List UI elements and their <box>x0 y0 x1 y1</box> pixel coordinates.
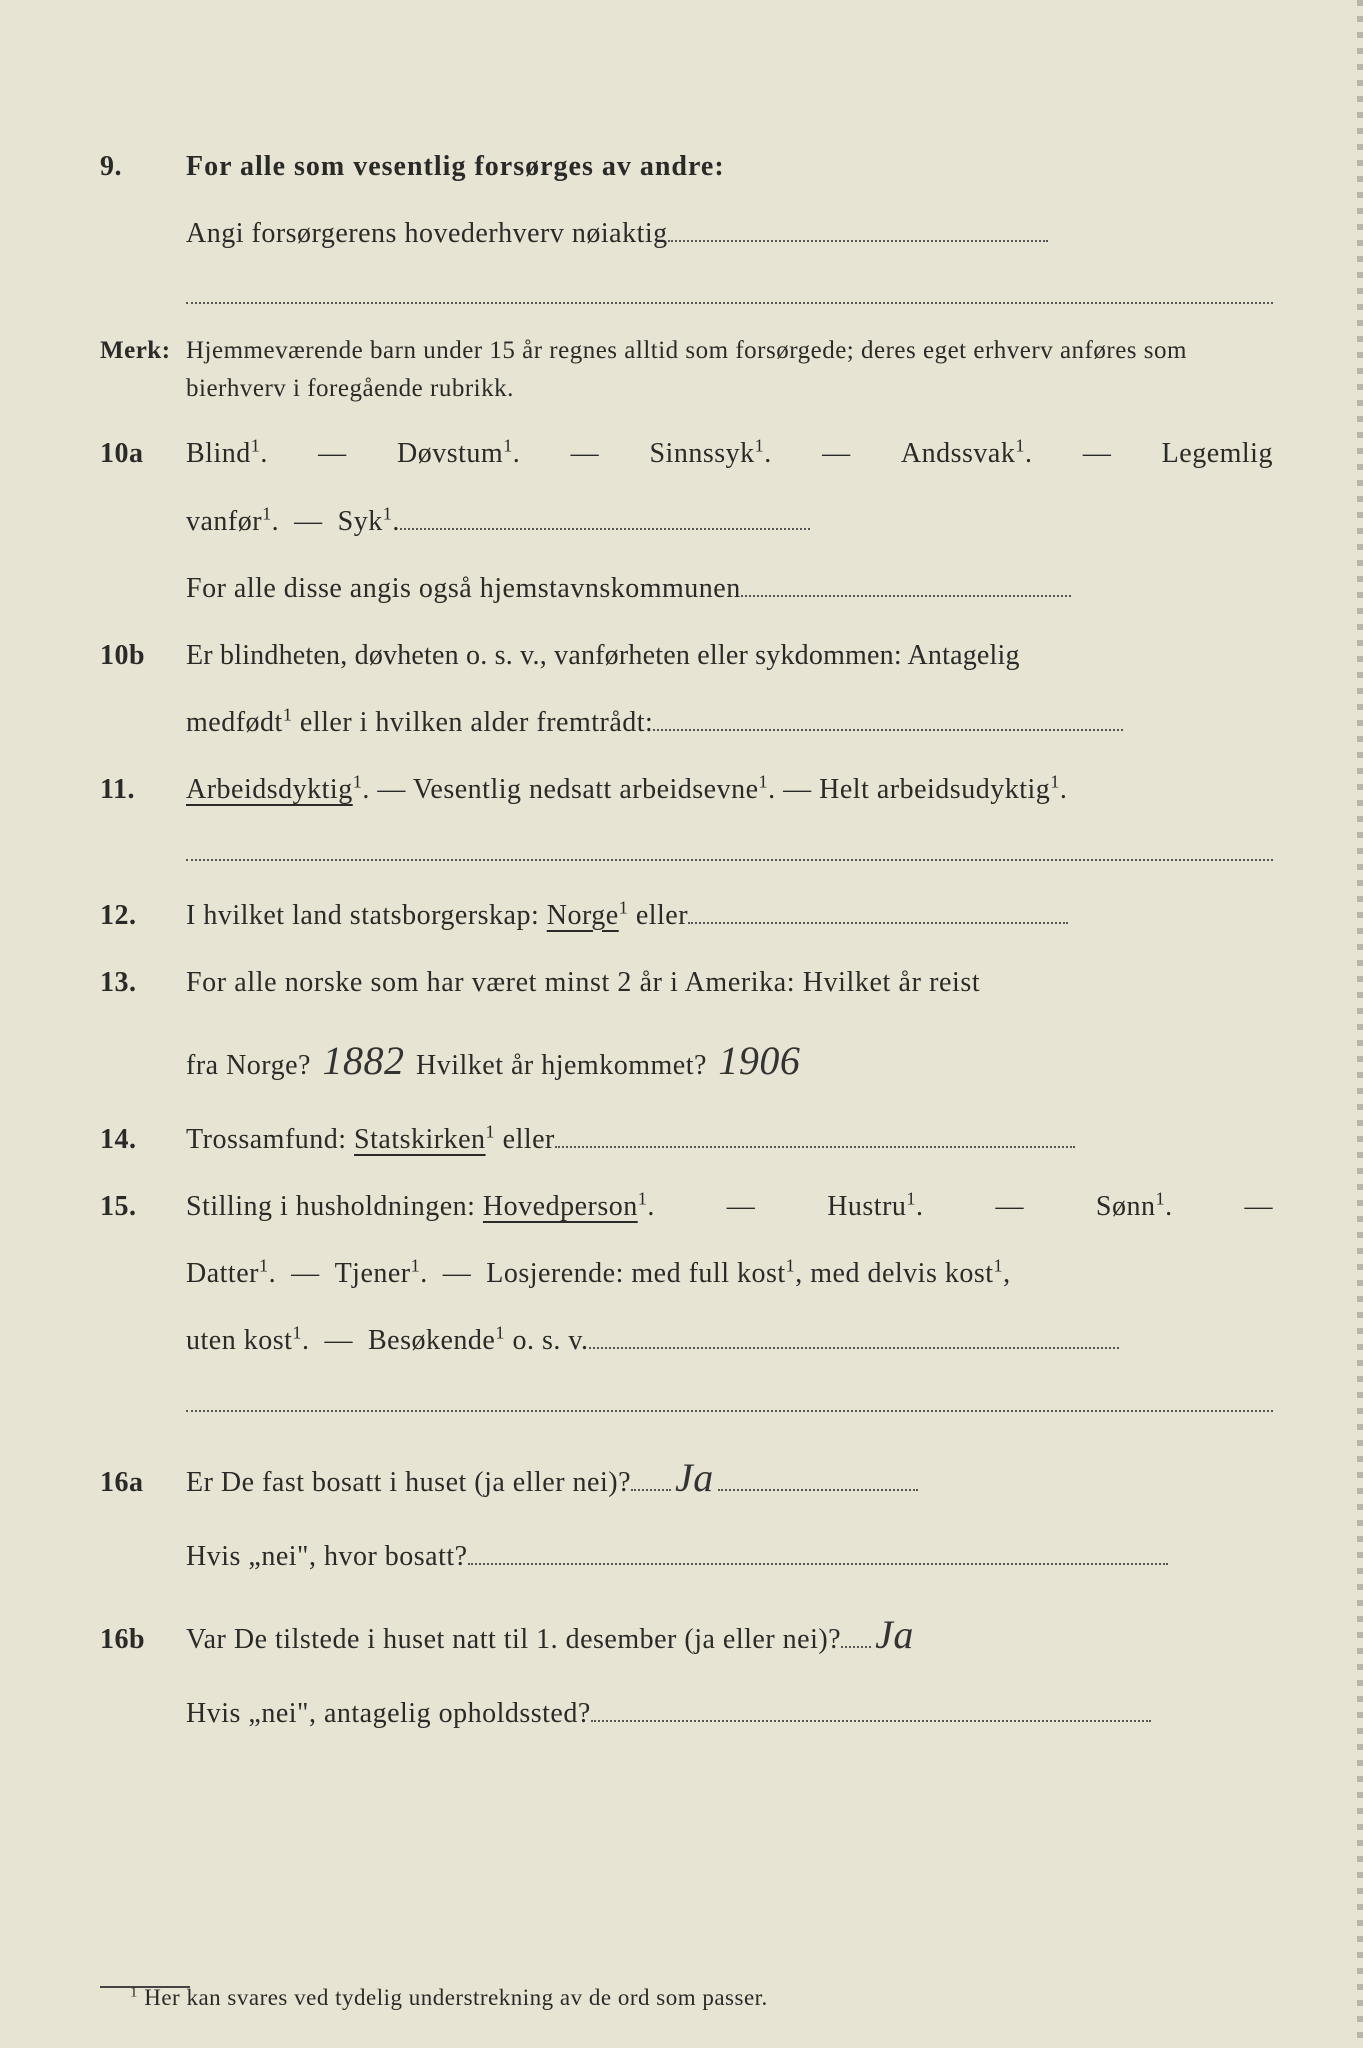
q16a-blank-before[interactable] <box>631 1461 671 1491</box>
q15-prefix: Stilling i husholdningen: <box>186 1191 483 1222</box>
q16b-sub-blank[interactable] <box>591 1692 1151 1722</box>
q9-blank[interactable] <box>668 212 1048 242</box>
q10a-dovstum: Døvstum <box>397 438 503 469</box>
q16a-row: 16a Er De fast bosatt i huset (ja eller … <box>100 1440 1273 1516</box>
q11-row: 11. Arbeidsdyktig1. — Vesentlig nedsatt … <box>100 763 1273 816</box>
q16b-sub: Hvis „nei", antagelig opholdssted? <box>186 1698 591 1729</box>
q12-num: 12. <box>100 889 186 942</box>
q9-blank-line[interactable] <box>186 274 1273 304</box>
q15-delvis: , med delvis kost <box>795 1258 993 1289</box>
q16a-sub: Hvis „nei", hvor bosatt? <box>186 1541 468 1572</box>
page-right-edge <box>1357 0 1363 2048</box>
merk-text: Hjemmeværende barn under 15 år regnes al… <box>186 332 1273 407</box>
q15-hustru: Hustru <box>827 1191 906 1222</box>
q15-tjener: Tjener <box>335 1258 411 1289</box>
q13-row1: 13. For alle norske som har været minst … <box>100 956 1273 1009</box>
q11-extraline <box>100 831 1273 875</box>
q9-prompt: Angi forsørgerens hovederhverv nøiaktig <box>186 218 668 249</box>
q10a-legemlig: Legemlig <box>1162 427 1273 480</box>
q16a-num: 16a <box>100 1456 186 1509</box>
q11-arbeidsdyktig: Arbeidsdyktig <box>186 774 353 805</box>
q15-blank[interactable] <box>589 1319 1119 1349</box>
q15-besokende: Besøkende <box>368 1325 495 1356</box>
q10a-row3: For alle disse angis også hjemstavnskomm… <box>100 562 1273 615</box>
q15-datter: Datter <box>186 1258 259 1289</box>
q12-norge: Norge <box>547 900 619 931</box>
q16b-num: 16b <box>100 1613 186 1666</box>
q10b-row2: medfødt1 eller i hvilken alder fremtrådt… <box>100 696 1273 749</box>
q13-year-left: 1882 <box>318 1023 408 1099</box>
q10a-vanfor: vanfør <box>186 506 262 537</box>
q16b-question: Var De tilstede i huset natt til 1. dese… <box>186 1624 841 1655</box>
q10a-blind: Blind <box>186 438 251 469</box>
q10a-blank[interactable] <box>400 500 810 530</box>
q15-row3: uten kost1. — Besøkende1 o. s. v. <box>100 1314 1273 1367</box>
q16b-row: 16b Var De tilstede i huset natt til 1. … <box>100 1597 1273 1673</box>
q11-udyktig: Helt arbeidsudyktig <box>819 774 1050 805</box>
q10a-sinnssyk: Sinnssyk <box>649 438 754 469</box>
q14-prefix: Trossamfund: <box>186 1124 354 1155</box>
q16a-sub-blank[interactable] <box>468 1535 1168 1565</box>
q13-mid: Hvilket år hjemkommet? <box>416 1050 707 1081</box>
q10a-syk: Syk <box>338 506 383 537</box>
q10b-alder: eller i hvilken alder fremtrådt: <box>292 707 653 738</box>
merk-row: Merk: Hjemmeværende barn under 15 år reg… <box>100 332 1273 407</box>
q15-uten: uten kost <box>186 1325 292 1356</box>
q10a-andssvak: Andssvak <box>901 438 1015 469</box>
q15-num: 15. <box>100 1180 186 1233</box>
q15-losjerende: Losjerende: med full kost <box>486 1258 785 1289</box>
q10b-blank[interactable] <box>653 701 1123 731</box>
q16b-answer: Ja <box>871 1597 918 1673</box>
q10b-medfodt: medfødt <box>186 707 283 738</box>
q14-num: 14. <box>100 1113 186 1166</box>
q15-blank-line[interactable] <box>186 1382 1273 1412</box>
q12-row: 12. I hvilket land statsborgerskap: Norg… <box>100 889 1273 942</box>
q10a-hjem-blank[interactable] <box>741 567 1071 597</box>
q16a-blank-after[interactable] <box>718 1461 918 1491</box>
q9-extraline <box>100 274 1273 318</box>
q10b-line1: Er blindheten, døvheten o. s. v., vanfør… <box>186 629 1273 682</box>
q10a-row2: vanfør1. — Syk1. <box>100 495 1273 548</box>
q13-line1: For alle norske som har været minst 2 år… <box>186 956 1273 1009</box>
q14-row: 14. Trossamfund: Statskirken1 eller <box>100 1113 1273 1166</box>
q15-extraline <box>100 1382 1273 1426</box>
q13-fra: fra Norge? <box>186 1050 311 1081</box>
q13-year-home: 1906 <box>714 1023 804 1099</box>
q9-num: 9. <box>100 140 186 193</box>
q13-row2: fra Norge? 1882 Hvilket år hjemkommet? 1… <box>100 1023 1273 1099</box>
q16a-sub-row: Hvis „nei", hvor bosatt? <box>100 1530 1273 1583</box>
q12-eller: eller <box>628 900 688 931</box>
q15-osv: o. s. v. <box>505 1325 589 1356</box>
q16b-blank-before[interactable] <box>841 1618 871 1648</box>
q9-row2: Angi forsørgerens hovederhverv nøiaktig <box>100 207 1273 260</box>
q14-eller: eller <box>495 1124 555 1155</box>
q12-blank[interactable] <box>688 894 1068 924</box>
q15-row2: Datter1. — Tjener1. — Losjerende: med fu… <box>100 1247 1273 1300</box>
footnote-body: Her kan svares ved tydelig understreknin… <box>144 1985 768 2010</box>
q10a-num: 10a <box>100 427 186 480</box>
q15-hovedperson: Hovedperson <box>483 1191 638 1222</box>
q10b-num: 10b <box>100 629 186 682</box>
q13-num: 13. <box>100 956 186 1009</box>
q10a-row1: 10a Blind1. — Døvstum1. — Sinnssyk1. — A… <box>100 427 1273 480</box>
q16a-answer: Ja <box>671 1440 718 1516</box>
q9-row1: 9. For alle som vesentlig forsørges av a… <box>100 140 1273 193</box>
footnote-text: 1 Her kan svares ved tydelig understrekn… <box>130 1976 768 2020</box>
q11-nedsatt: Vesentlig nedsatt arbeidsevne <box>413 774 759 805</box>
footnote-marker: 1 <box>130 1985 138 2001</box>
q16a-question: Er De fast bosatt i huset (ja eller nei)… <box>186 1467 631 1498</box>
merk-label: Merk: <box>100 332 186 370</box>
q11-blank-line[interactable] <box>186 831 1273 861</box>
q10a-hjemstavn: For alle disse angis også hjemstavnskomm… <box>186 573 741 604</box>
q14-statskirken: Statskirken <box>354 1124 486 1155</box>
census-form-page: 9. For alle som vesentlig forsørges av a… <box>0 0 1363 2048</box>
q14-blank[interactable] <box>555 1118 1075 1148</box>
q9-heading: For alle som vesentlig forsørges av andr… <box>186 140 1273 193</box>
q15-sonn: Sønn <box>1096 1191 1156 1222</box>
q12-prefix: I hvilket land statsborgerskap: <box>186 900 547 931</box>
q10b-row1: 10b Er blindheten, døvheten o. s. v., va… <box>100 629 1273 682</box>
q11-num: 11. <box>100 763 186 816</box>
q16b-sub-row: Hvis „nei", antagelig opholdssted? <box>100 1687 1273 1740</box>
q15-row1: 15. Stilling i husholdningen: Hovedperso… <box>100 1180 1273 1233</box>
